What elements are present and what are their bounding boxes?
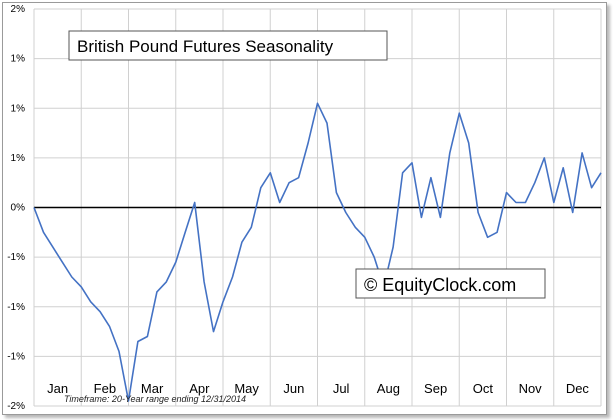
- y-tick-label: -1%: [7, 302, 25, 313]
- y-tick-label: 1%: [11, 103, 26, 114]
- y-tick-label: 2%: [11, 4, 26, 15]
- chart-title: British Pound Futures Seasonality: [77, 37, 334, 56]
- month-label: Jan: [47, 381, 68, 396]
- month-label: Oct: [473, 381, 494, 396]
- month-label: Apr: [189, 381, 210, 396]
- y-tick-label: -1%: [7, 351, 25, 362]
- watermark-box: © EquityClock.com: [355, 268, 546, 299]
- series-line: [33, 102, 602, 402]
- y-tick-label: 1%: [11, 153, 26, 164]
- month-label: Jun: [283, 381, 304, 396]
- month-label: May: [234, 381, 259, 396]
- y-tick-label: -1%: [7, 252, 25, 263]
- y-axis-tick-labels: 2% 1% 1% 1% 0% -1% -1% -1% -2%: [7, 4, 25, 412]
- month-label: Nov: [519, 381, 543, 396]
- month-label: Sep: [424, 381, 447, 396]
- month-label: Feb: [94, 381, 116, 396]
- title-box: British Pound Futures Seasonality: [68, 30, 388, 61]
- y-tick-label: -2%: [7, 401, 25, 412]
- y-tick-label: 0%: [11, 203, 26, 214]
- month-label: Jul: [333, 381, 350, 396]
- y-tick-label: 1%: [11, 54, 26, 65]
- watermark: © EquityClock.com: [364, 275, 516, 295]
- month-label: Mar: [141, 381, 164, 396]
- month-label: Dec: [566, 381, 590, 396]
- month-label: Aug: [377, 381, 400, 396]
- footnote: Timeframe: 20-Year range ending 12/31/20…: [64, 394, 246, 404]
- month-labels: Jan Feb Mar Apr May Jun Jul Aug Sep Oct Nov Dec: [47, 381, 589, 396]
